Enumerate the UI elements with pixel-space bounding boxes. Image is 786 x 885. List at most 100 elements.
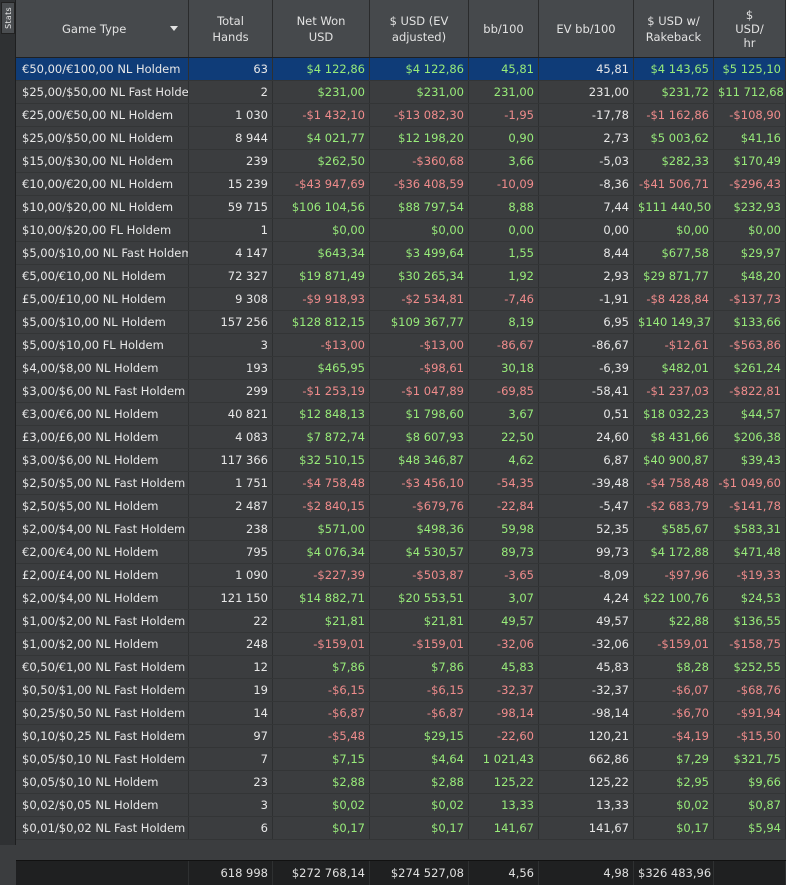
cell-game-type: $3,00/$6,00 NL Fast Holdem: [16, 380, 189, 402]
cell-net-won: -$13,00: [273, 334, 370, 356]
cell-game-type: $1,00/$2,00 NL Fast Holdem: [16, 610, 189, 632]
table-row[interactable]: €5,00/€10,00 NL Holdem 72 327 $19 871,49 $3…: [16, 265, 786, 288]
table-row[interactable]: $0,05/$0,10 NL Holdem 23 $2,88 $2,88 125,22 1…: [16, 771, 786, 794]
column-header-usd-hr[interactable]: $ USD/ hr: [714, 0, 786, 57]
cell-usd-hr: $5,94: [714, 817, 786, 839]
table-row[interactable]: $0,25/$0,50 NL Fast Holdem 14 -$6,87 -$6,87…: [16, 702, 786, 725]
stats-side-tab[interactable]: Stats: [1, 2, 15, 34]
cell-total-hands: 121 150: [189, 587, 273, 609]
cell-usd-rakeback: $7,29: [634, 748, 714, 770]
cell-net-won: -$6,87: [273, 702, 370, 724]
table-row[interactable]: $3,00/$6,00 NL Holdem 117 366 $32 510,15 $4…: [16, 449, 786, 472]
cell-game-type: $0,05/$0,10 NL Fast Holdem: [16, 748, 189, 770]
table-row[interactable]: $0,05/$0,10 NL Fast Holdem 7 $7,15 $4,64 1 0…: [16, 748, 786, 771]
cell-bb100: 3,66: [469, 150, 539, 172]
cell-bb100: 3,07: [469, 587, 539, 609]
cell-usd-ev: $29,15: [370, 725, 469, 747]
table-row[interactable]: €3,00/€6,00 NL Holdem 40 821 $12 848,13 $1 …: [16, 403, 786, 426]
table-row[interactable]: $1,00/$2,00 NL Holdem 248 -$159,01 -$159,01…: [16, 633, 786, 656]
cell-bb100: -22,60: [469, 725, 539, 747]
column-header-net-won[interactable]: Net Won USD: [273, 0, 370, 57]
cell-net-won: $32 510,15: [273, 449, 370, 471]
cell-total-hands: 12: [189, 656, 273, 678]
table-row[interactable]: $5,00/$10,00 NL Fast Holdem 4 147 $643,34 $…: [16, 242, 786, 265]
table-row[interactable]: €10,00/€20,00 NL Holdem 15 239 -$43 947,69…: [16, 173, 786, 196]
cell-usd-rakeback: -$159,01: [634, 633, 714, 655]
stats-table: Game Type Total Hands Net Won USD $ USD …: [16, 0, 786, 885]
cell-net-won: -$9 918,93: [273, 288, 370, 310]
cell-usd-hr: -$296,43: [714, 173, 786, 195]
cell-usd-ev: $48 346,87: [370, 449, 469, 471]
cell-total-hands: 1: [189, 219, 273, 241]
table-row[interactable]: $2,50/$5,00 NL Fast Holdem 1 751 -$4 758,4…: [16, 472, 786, 495]
cell-net-won: -$43 947,69: [273, 173, 370, 195]
cell-net-won: $2,88: [273, 771, 370, 793]
cell-game-type: €2,00/€4,00 NL Holdem: [16, 541, 189, 563]
cell-usd-rakeback: -$6,70: [634, 702, 714, 724]
cell-game-type: $0,01/$0,02 NL Fast Holdem: [16, 817, 189, 839]
cell-bb100: 8,88: [469, 196, 539, 218]
cell-usd-rakeback: $40 900,87: [634, 449, 714, 471]
table-row[interactable]: €25,00/€50,00 NL Holdem 1 030 -$1 432,10 -$…: [16, 104, 786, 127]
cell-usd-rakeback: $0,17: [634, 817, 714, 839]
column-header-bb100[interactable]: bb/100: [469, 0, 539, 57]
cell-usd-ev: $231,00: [370, 81, 469, 103]
cell-bb100: -32,37: [469, 679, 539, 701]
cell-usd-hr: $206,38: [714, 426, 786, 448]
table-row[interactable]: $5,00/$10,00 NL Holdem 157 256 $128 812,15…: [16, 311, 786, 334]
cell-usd-hr: $261,24: [714, 357, 786, 379]
table-row[interactable]: $10,00/$20,00 NL Holdem 59 715 $106 104,56…: [16, 196, 786, 219]
cell-usd-hr: -$19,33: [714, 564, 786, 586]
column-header-usd-rakeback[interactable]: $ USD w/ Rakeback: [634, 0, 714, 57]
cell-ev-bb100: -39,48: [539, 472, 634, 494]
cell-usd-rakeback: -$4,19: [634, 725, 714, 747]
table-row[interactable]: €50,00/€100,00 NL Holdem 63 $4 122,86 $4 12…: [16, 58, 786, 81]
cell-usd-rakeback: -$6,07: [634, 679, 714, 701]
table-row[interactable]: $5,00/$10,00 FL Holdem 3 -$13,00 -$13,00 -86…: [16, 334, 786, 357]
cell-usd-rakeback: $4 143,65: [634, 58, 714, 80]
cell-game-type: $5,00/$10,00 NL Fast Holdem: [16, 242, 189, 264]
table-row[interactable]: $0,02/$0,05 NL Holdem 3 $0,02 $0,02 13,33 13,…: [16, 794, 786, 817]
table-row[interactable]: $2,00/$4,00 NL Holdem 121 150 $14 882,71 $2…: [16, 587, 786, 610]
cell-ev-bb100: -5,03: [539, 150, 634, 172]
table-row[interactable]: $25,00/$50,00 NL Holdem 8 944 $4 021,77 $12…: [16, 127, 786, 150]
column-header-total-hands[interactable]: Total Hands: [189, 0, 273, 57]
sort-dropdown-icon[interactable]: [170, 26, 178, 31]
cell-ev-bb100: 0,00: [539, 219, 634, 241]
column-header-game-type[interactable]: Game Type: [16, 0, 189, 57]
cell-ev-bb100: 120,21: [539, 725, 634, 747]
table-row[interactable]: €2,00/€4,00 NL Holdem 795 $4 076,34 $4 530,…: [16, 541, 786, 564]
table-row[interactable]: $10,00/$20,00 FL Holdem 1 $0,00 $0,00 0,00 0,…: [16, 219, 786, 242]
column-header-label: $ USD (EV adjusted): [389, 13, 449, 44]
table-row[interactable]: $4,00/$8,00 NL Holdem 193 $465,95 -$98,61 30…: [16, 357, 786, 380]
cell-total-hands: 3: [189, 794, 273, 816]
cell-usd-ev: -$2 534,81: [370, 288, 469, 310]
cell-usd-rakeback: $22 100,76: [634, 587, 714, 609]
table-row[interactable]: $0,01/$0,02 NL Fast Holdem 6 $0,17 $0,17 141…: [16, 817, 786, 840]
cell-ev-bb100: 52,35: [539, 518, 634, 540]
column-header-usd-ev[interactable]: $ USD (EV adjusted): [370, 0, 469, 57]
table-row[interactable]: $15,00/$30,00 NL Holdem 239 $262,50 -$360,6…: [16, 150, 786, 173]
table-row[interactable]: £5,00/£10,00 NL Holdem 9 308 -$9 918,93 -$2…: [16, 288, 786, 311]
cell-net-won: $231,00: [273, 81, 370, 103]
table-row[interactable]: $0,50/$1,00 NL Fast Holdem 19 -$6,15 -$6,15…: [16, 679, 786, 702]
table-row[interactable]: £3,00/£6,00 NL Holdem 4 083 $7 872,74 $8 60…: [16, 426, 786, 449]
table-row[interactable]: $1,00/$2,00 NL Fast Holdem 22 $21,81 $21,81…: [16, 610, 786, 633]
column-header-ev-bb100[interactable]: EV bb/100: [539, 0, 634, 57]
cell-net-won: $14 882,71: [273, 587, 370, 609]
table-row[interactable]: $2,50/$5,00 NL Holdem 2 487 -$2 840,15 -$67…: [16, 495, 786, 518]
cell-ev-bb100: 4,24: [539, 587, 634, 609]
table-row[interactable]: $0,10/$0,25 NL Fast Holdem 97 -$5,48 $29,15…: [16, 725, 786, 748]
table-row[interactable]: £2,00/£4,00 NL Holdem 1 090 -$227,39 -$503,…: [16, 564, 786, 587]
cell-game-type: $1,00/$2,00 NL Holdem: [16, 633, 189, 655]
table-row[interactable]: $2,00/$4,00 NL Fast Holdem 238 $571,00 $498…: [16, 518, 786, 541]
table-row[interactable]: €0,50/€1,00 NL Fast Holdem 12 $7,86 $7,86 45…: [16, 656, 786, 679]
table-row[interactable]: $3,00/$6,00 NL Fast Holdem 299 -$1 253,19-…: [16, 380, 786, 403]
cell-usd-rakeback: $18 032,23: [634, 403, 714, 425]
cell-usd-hr: -$141,78: [714, 495, 786, 517]
cell-total-hands: 23: [189, 771, 273, 793]
cell-usd-hr: $0,87: [714, 794, 786, 816]
table-row[interactable]: $25,00/$50,00 NL Fast Holdem 2 $231,00 $231…: [16, 81, 786, 104]
cell-bb100: 0,00: [469, 219, 539, 241]
cell-game-type: $0,02/$0,05 NL Holdem: [16, 794, 189, 816]
